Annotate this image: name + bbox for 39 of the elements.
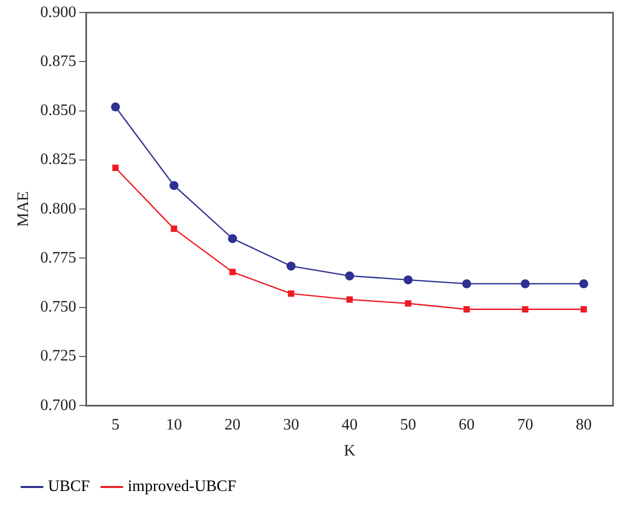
point bbox=[579, 279, 588, 288]
point bbox=[580, 306, 587, 312]
point bbox=[345, 271, 354, 280]
point bbox=[404, 275, 413, 284]
point bbox=[286, 262, 296, 271]
point bbox=[170, 226, 178, 232]
point bbox=[288, 290, 294, 297]
point bbox=[112, 164, 119, 172]
point bbox=[170, 181, 178, 190]
point bbox=[522, 306, 528, 312]
x-tick-label: 5 bbox=[111, 416, 120, 434]
y-tick-label: 0.775 bbox=[40, 249, 76, 266]
point bbox=[404, 300, 412, 307]
y-tick-label: 0.825 bbox=[40, 151, 76, 168]
x-tick-label: 70 bbox=[517, 416, 534, 434]
y-tick-label: 0.800 bbox=[40, 200, 76, 218]
y-tick-label: 0.850 bbox=[40, 102, 76, 120]
y-axis-title: MAE bbox=[14, 191, 32, 227]
x-tick-label: 50 bbox=[400, 416, 416, 434]
x-tick-label: 10 bbox=[166, 416, 182, 434]
legend-label: UBCF bbox=[48, 478, 90, 496]
point bbox=[346, 296, 353, 303]
point bbox=[462, 279, 472, 288]
x-axis-title: K bbox=[344, 442, 356, 460]
x-tick-label: 30 bbox=[283, 416, 300, 434]
legend-label: improved-UBCF bbox=[128, 478, 236, 496]
y-tick-label: 0.725 bbox=[40, 348, 76, 365]
x-tick-label: 80 bbox=[576, 416, 592, 434]
y-tick-label: 0.875 bbox=[40, 52, 76, 70]
y-tick-label: 0.750 bbox=[40, 298, 76, 316]
point bbox=[463, 306, 470, 312]
y-tick-label: 0.700 bbox=[40, 396, 76, 414]
x-tick-label: 20 bbox=[224, 416, 241, 434]
y-tick-label: 0.900 bbox=[40, 4, 76, 21]
point bbox=[228, 234, 238, 244]
x-tick-label: 40 bbox=[342, 416, 358, 434]
point bbox=[110, 102, 120, 112]
x-tick-label: 60 bbox=[458, 416, 475, 434]
point bbox=[520, 279, 530, 288]
